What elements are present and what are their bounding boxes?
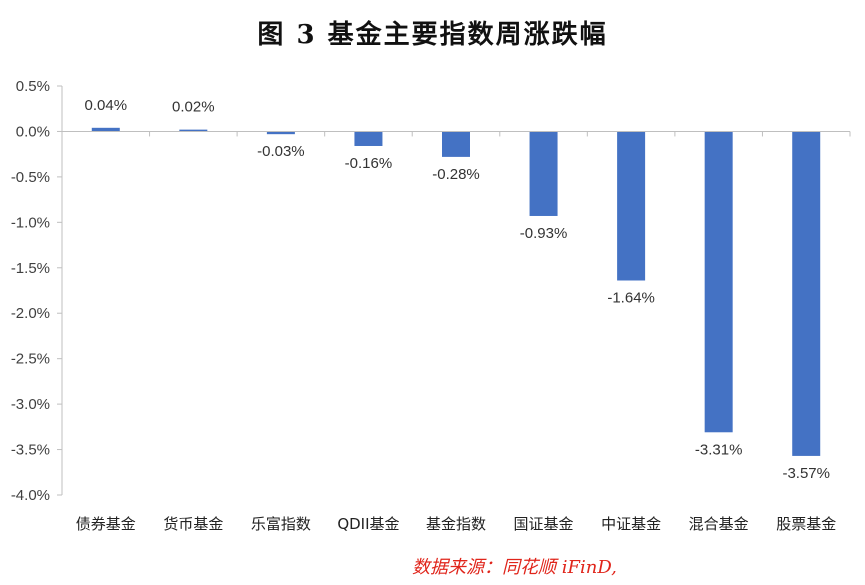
y-tick-label: -0.5% (11, 169, 50, 186)
watermark-fade (660, 552, 865, 582)
data-label: -0.16% (345, 155, 393, 172)
bar-series (91, 127, 821, 456)
category-label: 货币基金 (163, 515, 223, 533)
data-label: -0.28% (432, 166, 480, 183)
y-tick-label: -1.0% (11, 214, 50, 231)
data-label: -0.93% (520, 225, 568, 242)
y-tick-label: -2.5% (11, 351, 50, 368)
category-label: 乐富指数 (251, 515, 311, 533)
y-tick-label: -4.0% (11, 487, 50, 504)
y-tick-label: -3.0% (11, 396, 50, 413)
y-tick-label: -1.5% (11, 260, 50, 277)
category-label: 债券基金 (76, 515, 136, 533)
y-tick-label: 0.0% (16, 123, 50, 140)
category-label: 中证基金 (601, 515, 661, 533)
category-label: 国证基金 (514, 515, 574, 533)
category-label: 股票基金 (776, 515, 836, 533)
data-label: -1.64% (607, 290, 655, 307)
bar (179, 129, 208, 132)
data-label: -3.57% (782, 465, 830, 482)
data-labels: 0.04% 0.02% -0.03% -0.16% -0.28% -0.93% -1.64%… (85, 97, 830, 482)
bar (442, 131, 470, 157)
y-tick-label: 0.5% (16, 78, 50, 95)
x-axis: 债券基金 货币基金 乐富指数 QDII基金 基金指数 国证基金 中证基金 混合基金 股票基金 (61, 130, 851, 533)
data-label: 0.02% (172, 99, 215, 116)
bar (792, 131, 821, 456)
bar (617, 131, 646, 281)
bar (266, 131, 295, 135)
bar (529, 131, 558, 216)
category-label: 基金指数 (426, 515, 486, 533)
bar (354, 131, 383, 146)
data-label: -3.31% (695, 441, 743, 458)
source-note: 数据来源：同花顺 iFinD, (412, 557, 617, 578)
category-label: QDII基金 (337, 515, 399, 533)
bar (704, 131, 733, 433)
data-label: -0.03% (257, 143, 305, 160)
chart-title: 图 3 基金主要指数周涨跌幅 (257, 20, 608, 50)
bar (91, 127, 120, 132)
y-tick-label: -2.0% (11, 305, 50, 322)
y-axis: 0.5% 0.0% -0.5% -1.0% -1.5% -2.0% -2.5% -3.0% -3… (11, 78, 63, 504)
category-label: 混合基金 (689, 515, 749, 533)
y-tick-label: -3.5% (11, 442, 50, 459)
data-label: 0.04% (85, 97, 128, 114)
